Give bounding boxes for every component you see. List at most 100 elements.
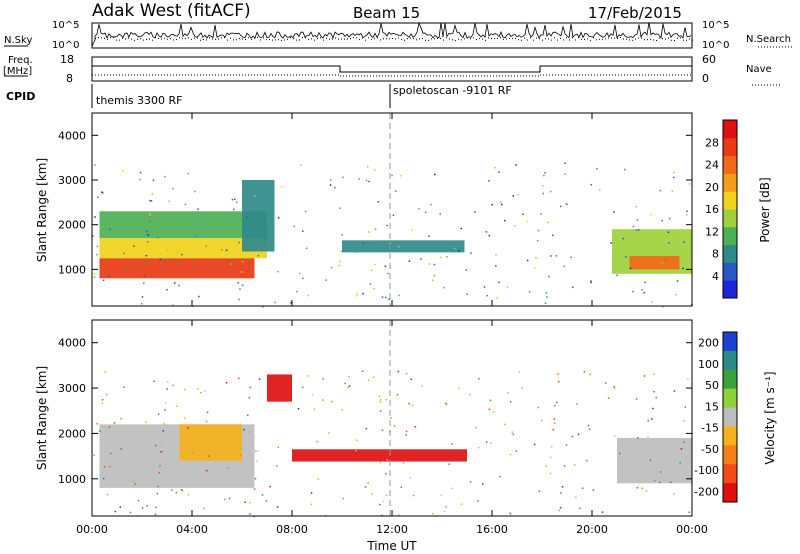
nsearch-point xyxy=(506,38,507,40)
scatter-point xyxy=(570,256,572,259)
scatter-point xyxy=(238,377,240,380)
scatter-point xyxy=(139,178,141,181)
nsearch-point xyxy=(512,37,513,39)
nsearch-point xyxy=(257,37,258,39)
scatter-point xyxy=(590,280,592,282)
scatter-point xyxy=(538,490,541,493)
nsearch-point xyxy=(443,39,444,41)
scatter-point xyxy=(106,493,109,496)
scatter-point xyxy=(145,421,147,423)
scatter-point xyxy=(559,506,562,509)
nsearch-point xyxy=(299,39,300,41)
nsearch-point xyxy=(479,38,480,40)
nave-tick-high: 60 xyxy=(702,53,716,66)
scatter-point xyxy=(305,247,308,250)
x-tick-label: 12:00 xyxy=(376,523,408,536)
scatter-point xyxy=(229,262,231,264)
scatter-point xyxy=(390,417,392,419)
scatter-point xyxy=(492,411,495,413)
scatter-point xyxy=(379,410,382,412)
scatter-point xyxy=(241,284,244,286)
scatter-point xyxy=(103,466,106,468)
scatter-point xyxy=(635,205,638,208)
scatter-point xyxy=(629,267,632,270)
scatter-point xyxy=(651,418,653,420)
freq-frame xyxy=(91,56,693,82)
x-tick-label: 04:00 xyxy=(176,523,208,536)
nsearch-point xyxy=(284,39,285,41)
scatter-point xyxy=(515,450,518,452)
scatter-point xyxy=(93,454,95,456)
scatter-point xyxy=(668,241,670,244)
nsearch-point xyxy=(98,37,99,39)
scatter-point xyxy=(107,275,110,277)
nsearch-point xyxy=(593,37,594,39)
scatter-point xyxy=(560,205,562,208)
scatter-point xyxy=(478,377,480,380)
scatter-point xyxy=(622,237,624,240)
scatter-point xyxy=(132,480,135,482)
nsearch-point xyxy=(350,38,351,40)
nsearch-point xyxy=(563,39,564,41)
scatter-point xyxy=(379,503,381,506)
colorbar-tick-label: -15 xyxy=(701,422,719,435)
scatter-point xyxy=(240,271,243,273)
nsearch-point xyxy=(539,38,540,40)
nsearch-point xyxy=(386,38,387,40)
scatter-point xyxy=(386,458,388,461)
scatter-point xyxy=(543,174,545,177)
nsearch-tick-low: 10^0 xyxy=(702,40,729,51)
scatter-point xyxy=(362,242,364,244)
scatter-point xyxy=(424,211,427,214)
nsearch-point xyxy=(332,38,333,40)
scatter-point xyxy=(237,281,240,284)
nsearch-point xyxy=(416,39,417,41)
scatter-point xyxy=(470,252,472,254)
scatter-point xyxy=(488,234,491,237)
y-tick-label: 3000 xyxy=(58,174,86,187)
nsearch-point xyxy=(542,39,543,41)
nsearch-point xyxy=(446,37,447,39)
scatter-point xyxy=(276,465,278,467)
scatter-point xyxy=(651,301,653,303)
scatter-point xyxy=(374,228,377,230)
scatter-point xyxy=(164,175,166,178)
nsearch-point xyxy=(182,38,183,40)
colorbar-segment xyxy=(723,280,737,299)
scatter-point xyxy=(163,261,166,263)
scatter-point xyxy=(167,381,169,383)
nsearch-point xyxy=(158,38,159,39)
scatter-point xyxy=(149,199,151,202)
scatter-point xyxy=(554,422,556,425)
scatter-point xyxy=(474,211,476,213)
scatter-point xyxy=(635,398,638,400)
scatter-point xyxy=(109,228,111,230)
scatter-point xyxy=(244,501,246,503)
scatter-point xyxy=(249,501,251,504)
scatter-point xyxy=(161,444,163,446)
cpid-label: CPID xyxy=(6,90,35,103)
scatter-point xyxy=(680,448,683,450)
nsearch-point xyxy=(224,37,225,39)
scatter-point xyxy=(148,220,151,223)
nsearch-point xyxy=(431,38,432,40)
nsearch-point xyxy=(392,37,393,39)
scatter-point xyxy=(367,379,370,382)
scatter-point xyxy=(400,486,403,488)
colorbar-tick-label: -100 xyxy=(694,464,719,477)
nsearch-point xyxy=(470,38,471,40)
nsearch-point xyxy=(674,40,675,41)
nsearch-point xyxy=(401,39,402,41)
freq-tick-low: 8 xyxy=(66,72,73,85)
scatter-point xyxy=(177,480,180,482)
scatter-point xyxy=(156,492,159,495)
colorbar-tick-label: 24 xyxy=(705,159,719,172)
nsearch-point xyxy=(263,37,264,39)
scatter-point xyxy=(339,260,342,263)
scatter-point xyxy=(163,423,165,425)
scatter-point xyxy=(619,452,621,455)
scatter-point xyxy=(355,449,357,452)
nsearch-point xyxy=(509,38,510,39)
scatter-point xyxy=(410,378,413,380)
nsearch-point xyxy=(239,38,240,40)
